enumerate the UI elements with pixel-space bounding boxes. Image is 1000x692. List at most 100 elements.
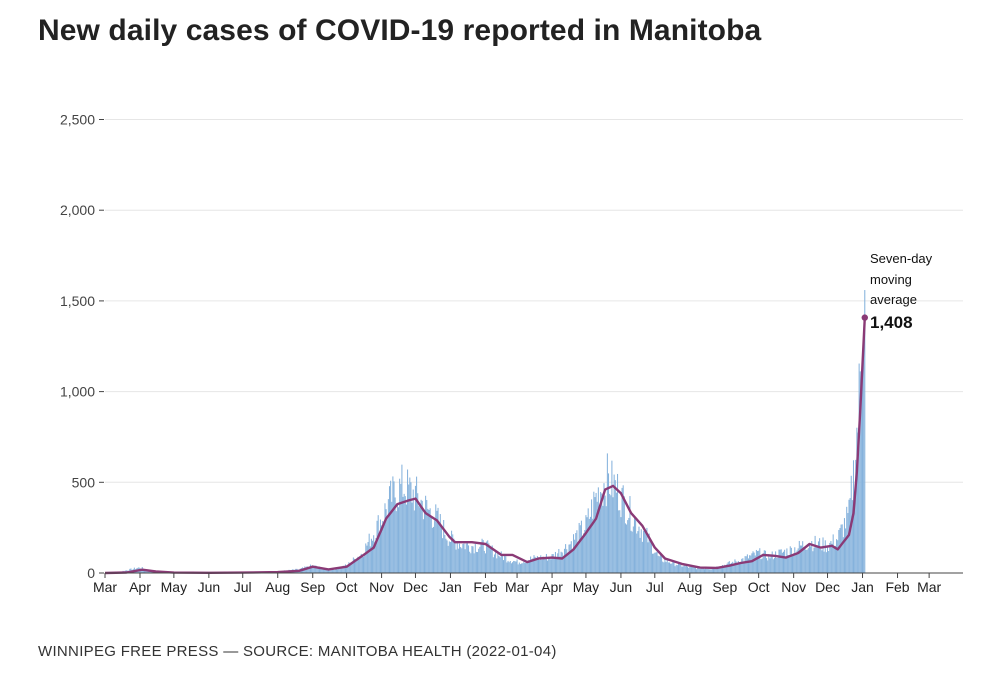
- daily-case-bar: [670, 563, 672, 573]
- daily-case-bar: [375, 537, 377, 573]
- daily-case-bar: [733, 564, 735, 573]
- daily-case-bar: [752, 551, 754, 573]
- daily-case-bar: [377, 515, 379, 573]
- daily-case-bar: [716, 566, 718, 573]
- daily-case-bar: [488, 543, 490, 573]
- daily-case-bar: [769, 558, 771, 573]
- daily-case-bar: [498, 556, 500, 573]
- daily-case-bar: [621, 487, 623, 573]
- daily-case-bar: [777, 557, 779, 573]
- daily-case-bar: [657, 555, 659, 573]
- daily-case-bar: [830, 541, 832, 573]
- daily-case-bar: [827, 547, 829, 573]
- daily-case-bar: [591, 499, 593, 573]
- daily-case-bar: [630, 530, 632, 573]
- daily-case-bar: [518, 562, 520, 573]
- daily-case-bar: [460, 547, 462, 573]
- daily-case-bar: [746, 554, 748, 573]
- daily-case-bar: [544, 557, 546, 573]
- daily-case-bar: [527, 560, 529, 573]
- daily-case-bar: [741, 558, 743, 573]
- daily-case-bar: [328, 570, 330, 573]
- daily-case-bar: [757, 551, 759, 573]
- daily-case-bar: [652, 553, 654, 573]
- daily-case-bar: [799, 545, 801, 573]
- daily-case-bar: [726, 563, 728, 573]
- daily-case-bar: [540, 555, 542, 573]
- daily-case-bar: [558, 548, 560, 573]
- daily-case-bar: [557, 553, 559, 573]
- daily-case-bar: [584, 530, 586, 573]
- daily-case-bar: [628, 517, 630, 573]
- daily-case-bar: [612, 497, 614, 573]
- daily-case-bar: [673, 560, 675, 573]
- daily-case-bar: [708, 569, 710, 573]
- daily-case-bar: [804, 547, 806, 573]
- daily-case-bar: [464, 549, 466, 573]
- daily-case-bar: [463, 543, 465, 573]
- daily-case-bar: [794, 547, 796, 573]
- x-tick-label: Sep: [300, 579, 325, 595]
- daily-case-bar: [320, 567, 322, 573]
- daily-case-bar: [767, 560, 769, 573]
- daily-case-bar: [672, 560, 674, 573]
- daily-case-bar: [484, 553, 486, 573]
- daily-case-bar: [575, 533, 577, 573]
- daily-case-bar: [828, 551, 830, 573]
- daily-case-bar: [351, 561, 353, 573]
- daily-case-bar: [731, 562, 733, 573]
- daily-case-bar: [481, 538, 483, 573]
- daily-case-bar: [373, 535, 375, 573]
- daily-case-bar: [532, 558, 534, 573]
- daily-case-bar: [556, 557, 558, 573]
- daily-case-bar: [624, 523, 626, 573]
- daily-case-bar: [723, 565, 725, 573]
- daily-case-bar: [552, 554, 554, 573]
- daily-case-bar: [759, 548, 761, 573]
- daily-case-bar: [519, 564, 521, 573]
- daily-case-bar: [596, 501, 598, 573]
- daily-case-bar: [653, 553, 655, 573]
- daily-case-bar: [506, 562, 508, 573]
- daily-case-bar: [447, 545, 449, 573]
- daily-case-bar: [480, 543, 482, 573]
- daily-case-bar: [654, 552, 656, 573]
- daily-case-bar: [650, 541, 652, 573]
- daily-case-bar: [771, 551, 773, 573]
- daily-case-bar: [582, 536, 584, 573]
- x-tick-label: Jan: [439, 579, 462, 595]
- daily-case-bar: [638, 526, 640, 573]
- daily-case-bar: [796, 550, 798, 573]
- daily-case-bar: [517, 564, 519, 573]
- daily-case-bar: [429, 508, 431, 573]
- daily-case-bar: [821, 550, 823, 573]
- daily-case-bar: [734, 559, 736, 573]
- daily-case-bar: [813, 547, 815, 573]
- daily-case-bar: [438, 523, 440, 573]
- daily-case-bar: [597, 487, 599, 573]
- daily-case-bar: [434, 520, 436, 573]
- daily-case-bar: [570, 541, 572, 573]
- daily-case-bar: [526, 562, 528, 573]
- daily-case-bar: [411, 502, 413, 573]
- daily-case-bar: [341, 567, 343, 573]
- daily-case-bar: [553, 558, 555, 573]
- daily-case-bar: [846, 506, 848, 573]
- daily-case-bar: [681, 566, 683, 573]
- daily-case-bar: [370, 538, 372, 573]
- daily-case-bar: [355, 561, 357, 573]
- daily-case-bar: [801, 545, 803, 573]
- daily-case-bar: [706, 568, 708, 573]
- daily-case-bar: [513, 560, 515, 573]
- daily-case-bar: [606, 453, 608, 573]
- daily-case-bar: [466, 542, 468, 573]
- daily-case-bar: [677, 562, 680, 573]
- daily-case-bar: [604, 495, 606, 573]
- daily-case-bar: [798, 540, 800, 573]
- daily-case-bar: [471, 545, 473, 573]
- daily-case-bar: [409, 477, 411, 573]
- x-tick-label: May: [161, 579, 187, 595]
- daily-case-bar: [676, 565, 678, 573]
- daily-case-bar: [622, 485, 624, 573]
- daily-case-bar: [647, 542, 649, 573]
